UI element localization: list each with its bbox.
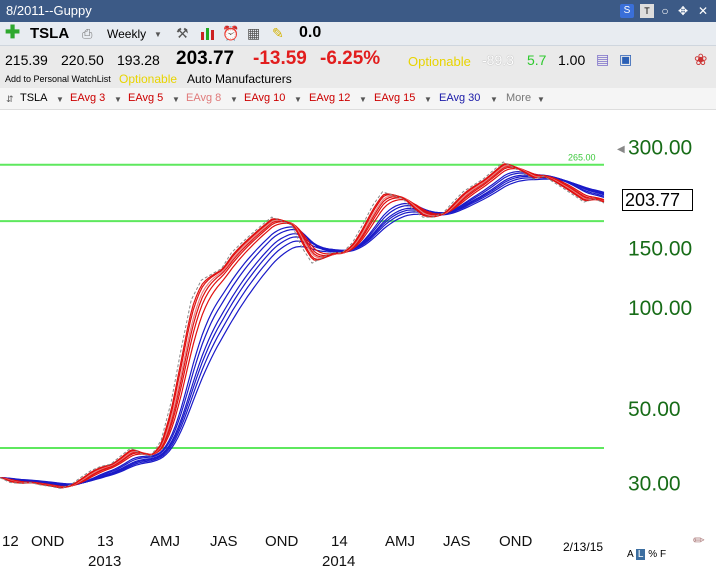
x-tick-label: 12	[2, 533, 19, 550]
low-price: 193.28	[117, 52, 160, 68]
chevron-down-icon[interactable]: ▼	[490, 95, 498, 104]
save-icon[interactable]: ▣	[619, 51, 633, 67]
ema-line	[0, 164, 605, 488]
move-icon[interactable]: ✥	[677, 4, 689, 18]
chevron-down-icon[interactable]: ▼	[172, 95, 180, 104]
ema-line	[0, 170, 605, 487]
add-icon[interactable]: ✚	[5, 22, 21, 42]
chevron-down-icon[interactable]: ▼	[230, 95, 238, 104]
s-icon[interactable]: S	[620, 4, 634, 18]
chevron-down-icon[interactable]: ▼	[294, 95, 302, 104]
price-line	[0, 161, 605, 489]
period-dropdown[interactable]: Weekly	[107, 27, 147, 41]
bar-chart-icon[interactable]	[200, 26, 216, 40]
chevron-down-icon[interactable]: ▼	[56, 95, 64, 104]
pos-value: 5.7	[527, 52, 547, 68]
quote-bar: 215.39 220.50 193.28 203.77 -13.59 -6.25…	[0, 46, 716, 88]
x-tick-label: JAS	[443, 533, 471, 550]
pin-icon[interactable]: ○	[661, 4, 669, 18]
chevron-down-icon[interactable]: ▼	[424, 95, 432, 104]
symbol-toolbar: ✚ TSLA ⎙ Weekly ▼ ⚒ ⏰ ▦ ✎ 0.0	[0, 22, 716, 46]
ratio-value: 1.00	[558, 52, 586, 68]
palette-icon[interactable]: ❀	[694, 52, 708, 69]
x-tick-label: 2014	[322, 553, 355, 570]
indicator-tsla[interactable]: TSLA	[20, 92, 48, 104]
add-watchlist-link[interactable]: Add to Personal WatchList	[5, 74, 111, 84]
ema-line	[0, 167, 605, 488]
x-tick-label: 2013	[88, 553, 121, 570]
y-tick-label: 50.00	[628, 398, 681, 421]
reference-line-label: 265.00	[568, 153, 596, 163]
x-tick-label: 13	[97, 533, 114, 550]
x-tick-label: OND	[499, 533, 533, 550]
scale-log-button[interactable]: L	[635, 549, 646, 560]
x-tick-label: JAS	[210, 533, 238, 550]
chevron-down-icon[interactable]: ▼	[359, 95, 367, 104]
open-price: 215.39	[5, 52, 48, 68]
y-tick-label: 30.00	[628, 472, 681, 495]
current-date: 2/13/15	[563, 540, 604, 554]
indicator-eavg30[interactable]: EAvg 30	[439, 92, 481, 104]
chevron-down-icon[interactable]: ▼	[154, 30, 162, 39]
close-icon[interactable]: ✕	[697, 4, 709, 18]
y-tick-label: 100.00	[628, 297, 692, 320]
indicator-eavg3[interactable]: EAvg 3	[70, 92, 106, 104]
high-price: 220.50	[61, 52, 104, 68]
x-tick-label: AMJ	[385, 533, 415, 550]
x-tick-label: 14	[331, 533, 348, 550]
stack-icon[interactable]: ▤	[596, 51, 610, 67]
sector-label: Auto Manufacturers	[187, 72, 292, 86]
scale-percent-button[interactable]: %	[648, 549, 658, 560]
scale-toggle: A L % F	[627, 549, 666, 560]
indicator-eavg12[interactable]: EAvg 12	[309, 92, 351, 104]
neg-value: -89.3	[482, 52, 514, 68]
title-bar: 8/2011--Guppy S T ○ ✥ ✕	[0, 0, 716, 22]
ema-line	[0, 175, 605, 486]
y-tick-label: 300.00	[628, 137, 692, 160]
window-title: 8/2011--Guppy	[6, 3, 92, 18]
note-icon[interactable]: ✎	[272, 25, 284, 41]
ema-line	[0, 178, 605, 485]
chevron-down-icon[interactable]: ▼	[114, 95, 122, 104]
x-tick-label: AMJ	[150, 533, 180, 550]
tools-icon[interactable]: ⚒	[176, 25, 189, 41]
ema-line	[0, 165, 605, 488]
scale-arith-button[interactable]: A	[627, 549, 634, 560]
optionable-label: Optionable	[119, 72, 178, 86]
ema-line	[0, 172, 605, 486]
ema-line	[0, 163, 605, 489]
alarm-clock-icon[interactable]: ⏰	[222, 25, 240, 41]
updown-icon[interactable]: ⇵	[6, 94, 14, 104]
optionable-badge: Optionable	[408, 54, 471, 69]
chart-area: 265.00 30.00 50.00 100.00 150.00 300.00 12 OND 1…	[0, 110, 716, 573]
print-icon[interactable]: ⎙	[82, 26, 93, 41]
text-icon[interactable]: T	[640, 4, 654, 18]
calculator-icon[interactable]: ▦	[247, 25, 261, 41]
percent-change: -6.25%	[320, 48, 381, 69]
indicator-more[interactable]: More	[506, 92, 532, 104]
last-price-marker: 203.77	[622, 189, 693, 211]
indicator-eavg15[interactable]: EAvg 15	[374, 92, 416, 104]
chevron-down-icon[interactable]: ▼	[537, 95, 545, 104]
change-value: 0.0	[299, 24, 322, 41]
scale-f-button[interactable]: F	[659, 549, 667, 560]
y-tick-label: 150.00	[628, 238, 692, 261]
draw-pencil-icon[interactable]: ✏	[693, 532, 705, 548]
indicator-bar: ⇵ TSLA ▼ EAvg 3 ▼ EAvg 5 ▼ EAvg 8 ▼ EAvg…	[0, 88, 716, 110]
indicator-eavg10[interactable]: EAvg 10	[244, 92, 286, 104]
symbol-label[interactable]: TSLA	[30, 25, 70, 42]
x-tick-label: OND	[31, 533, 65, 550]
price-change: -13.59	[253, 48, 307, 69]
indicator-eavg5[interactable]: EAvg 5	[128, 92, 164, 104]
collapse-arrow-icon[interactable]: ◀	[617, 144, 625, 155]
ema-line	[0, 166, 605, 488]
ema-line	[0, 163, 605, 489]
ema-line	[0, 177, 605, 485]
indicator-eavg8[interactable]: EAvg 8	[186, 92, 222, 104]
last-price: 203.77	[176, 48, 235, 69]
x-tick-label: OND	[265, 533, 299, 550]
price-chart: 265.00 30.00 50.00 100.00 150.00 300.00 12 OND 1…	[0, 137, 692, 570]
